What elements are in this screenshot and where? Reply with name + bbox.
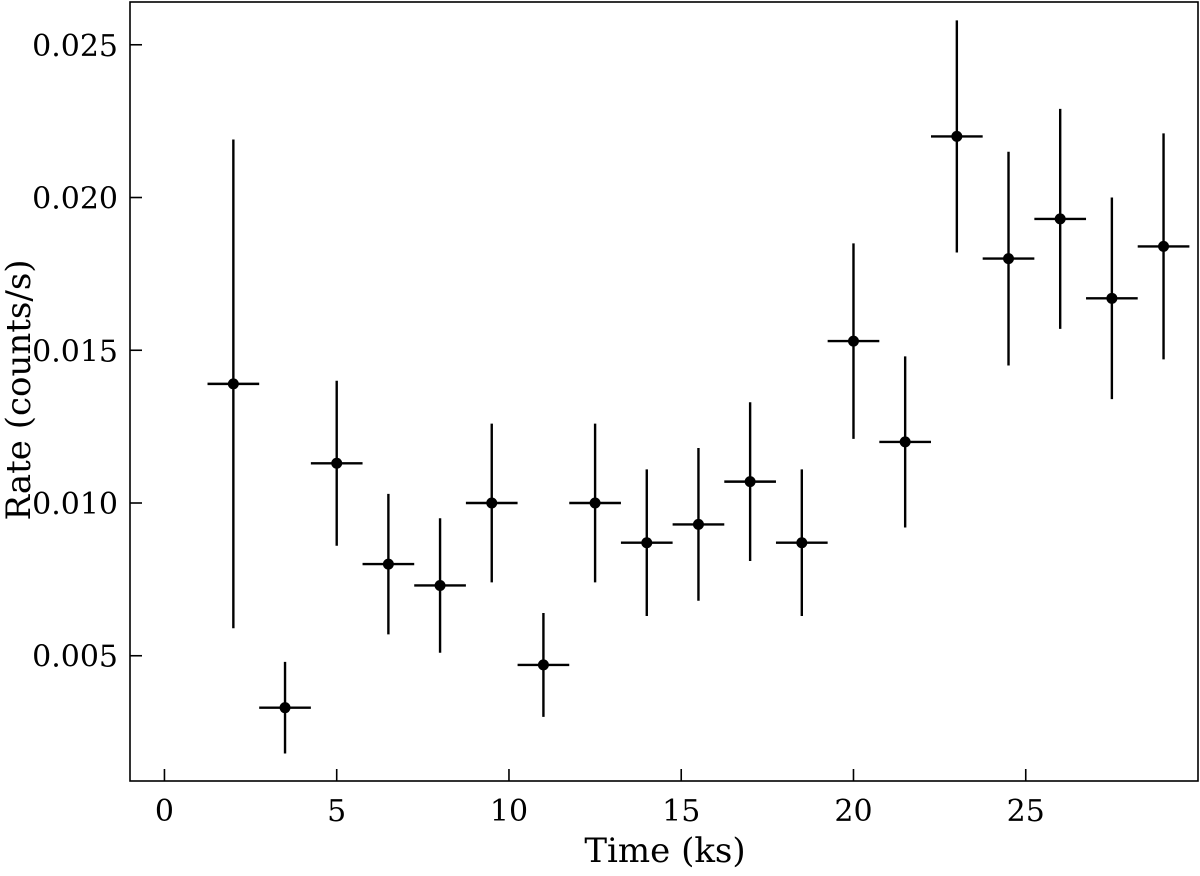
- data-point-group: [1034, 108, 1087, 329]
- data-point-group: [1086, 197, 1138, 400]
- data-point-group: [724, 402, 776, 562]
- axes-layer: 0 5 10 15 20 25 0.005 0.010 0.015 0.020 0.025: [32, 1, 1199, 829]
- x-tick-label: 20: [834, 794, 872, 829]
- data-point-group: [517, 612, 570, 717]
- data-point-group: [310, 380, 363, 546]
- data-point: [589, 497, 601, 509]
- data-point: [641, 537, 653, 549]
- x-tick-label: 15: [662, 794, 700, 829]
- data-point: [227, 378, 239, 390]
- x-tick-label: 0: [155, 794, 174, 829]
- data-point: [486, 497, 498, 509]
- x-axis-label: Time (ks): [584, 831, 745, 871]
- data-point-group: [362, 493, 415, 635]
- x-tick-label: 25: [1007, 794, 1045, 829]
- data-point-group: [982, 151, 1035, 366]
- data-point-group: [1137, 133, 1190, 360]
- data-point: [331, 457, 343, 469]
- x-tick-label: 10: [490, 794, 528, 829]
- y-tick-label: 0.005: [32, 640, 118, 675]
- y-axis-label: Rate (counts/s): [0, 259, 39, 520]
- data-point-group: [207, 139, 260, 629]
- data-point: [796, 537, 808, 549]
- data-point-group: [931, 20, 983, 253]
- data-point-group: [465, 423, 518, 583]
- y-tick-label: 0.020: [32, 182, 118, 217]
- data-point: [537, 659, 549, 671]
- data-point: [279, 702, 291, 714]
- data-point: [1158, 240, 1170, 252]
- data-point: [1106, 292, 1118, 304]
- plot-frame: [129, 1, 1199, 782]
- data-point-group: [414, 518, 466, 653]
- data-point: [951, 130, 963, 142]
- data-point: [847, 335, 859, 347]
- data-point: [744, 476, 756, 488]
- y-tick-label: 0.015: [32, 334, 118, 369]
- data-point-group: [569, 423, 621, 583]
- y-tick-label: 0.025: [32, 29, 118, 64]
- data-point-group: [775, 469, 828, 617]
- data-point: [692, 518, 704, 530]
- data-point: [1003, 253, 1015, 265]
- data-point-group: [259, 661, 311, 754]
- y-tick-label: 0.010: [32, 487, 118, 522]
- data-point-group: [879, 356, 931, 528]
- x-tick-label: 5: [327, 794, 346, 829]
- data-point-group: [672, 448, 725, 601]
- data-marks-layer: [207, 20, 1190, 754]
- data-point: [434, 579, 446, 591]
- data-point-group: [620, 469, 673, 617]
- data-point: [899, 436, 911, 448]
- data-point: [1054, 213, 1066, 225]
- data-point: [382, 558, 394, 570]
- data-point-group: [827, 243, 880, 439]
